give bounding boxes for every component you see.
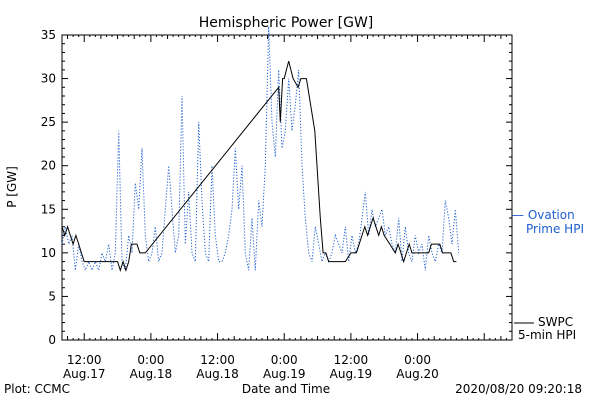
x-tick-label-time: 12:00 [67,353,102,367]
legend-swpc-line1: SWPC [538,315,573,329]
chart-title: Hemispheric Power [GW] [199,15,374,31]
y-tick-label: 20 [41,159,56,173]
footer-plot-credit: Plot: CCMC [4,382,70,396]
legend-ovation-line2: Prime HPI [526,222,584,236]
x-tick-label-date: Aug.20 [396,367,439,381]
y-tick-label: 0 [48,333,56,347]
x-tick-label-date: Aug.19 [330,367,373,381]
x-tick-label-date: Aug.19 [263,367,306,381]
y-tick-label: 5 [48,289,56,303]
footer-timestamp: 2020/08/20 09:20:18 [455,382,582,396]
x-tick-label-time: 0:00 [271,353,298,367]
y-axis: 0 5 10 15 20 25 30 35 [41,28,512,347]
x-tick-label-time: 0:00 [404,353,431,367]
y-tick-label: 25 [41,115,56,129]
plot-frame [61,34,513,341]
x-tick-label-time: 0:00 [137,353,164,367]
x-tick-label-time: 12:00 [200,353,235,367]
x-axis: 12:00Aug.170:00Aug.1812:00Aug.180:00Aug.… [61,35,513,381]
x-tick-label-date: Aug.18 [130,367,173,381]
y-tick-label: 30 [41,72,56,86]
legend-ovation-line1: — Ovation [512,208,575,222]
series-layer [61,26,460,273]
legend-swpc-line2: 5-min HPI [518,328,576,342]
x-tick-label-time: 12:00 [334,353,369,367]
x-axis-label: Date and Time [242,382,330,396]
x-tick-label-date: Aug.18 [196,367,239,381]
y-tick-label: 35 [41,28,56,42]
series-swpc-5min-hpi [61,60,457,272]
y-tick-label: 10 [41,246,56,260]
series-ovation-prime-hpi [61,26,460,273]
x-tick-label-date: Aug.17 [63,367,106,381]
y-axis-label: P [GW] [5,166,19,208]
y-tick-label: 15 [41,202,56,216]
